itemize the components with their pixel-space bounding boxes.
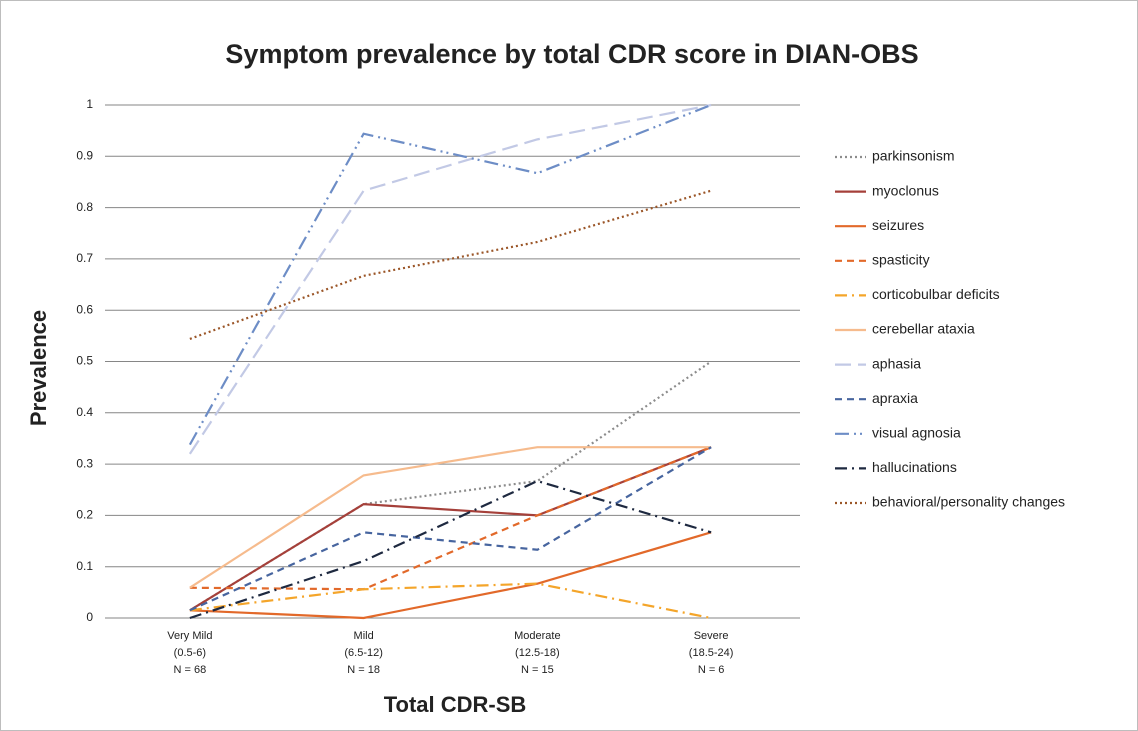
x-tick-label: (12.5-18)	[515, 647, 560, 659]
x-tick-label: Mild	[354, 630, 374, 642]
x-tick-label: (18.5-24)	[689, 647, 734, 659]
series-line	[189, 446, 712, 612]
legend-label: behavioral/personality changes	[872, 494, 1065, 510]
x-tick-label: Moderate	[514, 630, 560, 642]
x-tick-label: N = 18	[347, 664, 380, 676]
legend-label: apraxia	[872, 390, 918, 406]
series-line	[189, 446, 712, 612]
chart-title: Symptom prevalence by total CDR score in…	[225, 39, 918, 69]
legend-label: aphasia	[872, 355, 921, 371]
legend-label: cerebellar ataxia	[872, 321, 975, 337]
series-line	[188, 103, 712, 446]
y-tick-label: 0.3	[76, 456, 93, 470]
x-tick-label: N = 68	[174, 664, 207, 676]
x-tick-label: Severe	[694, 630, 729, 642]
y-tick-label: 0.4	[76, 405, 93, 419]
y-tick-label: 0.5	[76, 354, 93, 368]
series-line	[189, 479, 712, 620]
y-tick-label: 0.6	[76, 302, 93, 316]
series-line	[188, 103, 712, 455]
x-tick-label: Very Mild	[167, 630, 212, 642]
x-tick-label: (0.5-6)	[174, 647, 206, 659]
series-line	[189, 582, 712, 620]
series-line	[189, 531, 712, 620]
legend-label: parkinsonism	[872, 148, 954, 164]
y-tick-label: 0.1	[76, 559, 93, 573]
y-axis-label: Prevalence	[26, 310, 51, 426]
legend-label: corticobulbar deficits	[872, 286, 1000, 302]
x-axis-label: Total CDR-SB	[384, 692, 527, 717]
x-tick-label: N = 15	[521, 664, 554, 676]
series-line	[189, 446, 712, 589]
y-tick-label: 0.8	[76, 200, 93, 214]
y-tick-label: 0.9	[76, 148, 93, 162]
y-tick-label: 1	[86, 97, 93, 111]
legend-label: seizures	[872, 217, 924, 233]
legend-label: spasticity	[872, 252, 930, 268]
x-tick-label: N = 6	[698, 664, 725, 676]
x-tick-label: (6.5-12)	[344, 647, 383, 659]
legend-label: myoclonus	[872, 182, 939, 198]
y-tick-label: 0.7	[76, 251, 93, 265]
legend-label: hallucinations	[872, 459, 957, 475]
legend-label: visual agnosia	[872, 425, 961, 441]
y-tick-label: 0	[86, 610, 93, 624]
y-tick-label: 0.2	[76, 508, 93, 522]
series-line	[189, 446, 712, 591]
